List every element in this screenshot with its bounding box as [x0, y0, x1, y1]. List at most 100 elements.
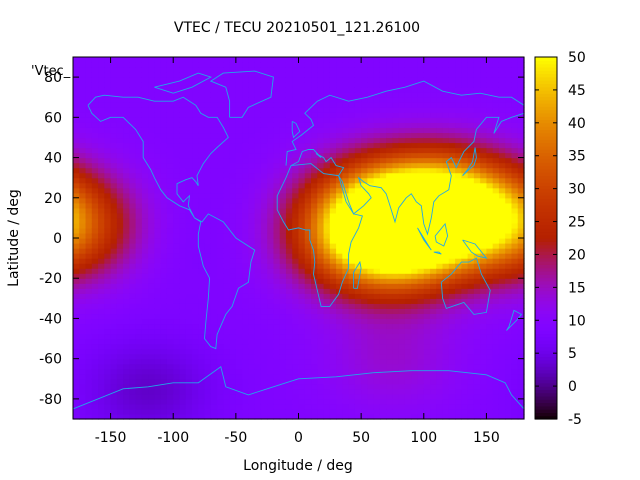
heatmap-cell: [254, 308, 262, 315]
heatmap-cell: [185, 142, 193, 149]
heatmap-cell: [392, 142, 400, 149]
heatmap-cell: [267, 102, 275, 108]
heatmap-cell: [336, 112, 343, 118]
heatmap-cell: [392, 212, 400, 219]
heatmap-cell: [267, 363, 275, 370]
heatmap-cell: [323, 67, 331, 73]
heatmap-cell: [267, 238, 275, 244]
heatmap-cell: [260, 177, 268, 184]
heatmap-cell: [123, 288, 130, 294]
heatmap-cell: [386, 142, 394, 149]
heatmap-cell: [486, 253, 494, 259]
heatmap-cell: [217, 197, 224, 204]
heatmap-cell: [317, 398, 325, 405]
heatmap-cell: [248, 137, 256, 144]
heatmap-cell: [354, 97, 362, 103]
heatmap-cell: [210, 338, 218, 345]
heatmap-cell: [204, 308, 212, 315]
heatmap-cell: [273, 77, 281, 83]
heatmap-cell: [436, 363, 444, 370]
heatmap-cell: [179, 157, 187, 164]
heatmap-cell: [129, 308, 137, 315]
heatmap-cell: [423, 253, 431, 259]
heatmap-cell: [229, 167, 237, 174]
heatmap-cell: [442, 147, 450, 154]
heatmap-cell: [285, 232, 293, 239]
heatmap-cell: [492, 217, 500, 224]
heatmap-cell: [298, 338, 306, 345]
heatmap-cell: [235, 167, 243, 174]
heatmap-cell: [455, 363, 462, 370]
heatmap-cell: [348, 227, 356, 234]
heatmap-cell: [298, 238, 306, 244]
heatmap-cell: [329, 238, 337, 244]
heatmap-cell: [91, 293, 99, 299]
heatmap-cell: [260, 248, 268, 254]
heatmap-cell: [204, 268, 212, 274]
heatmap-cell: [141, 62, 149, 68]
heatmap-cell: [311, 413, 318, 420]
heatmap-cell: [116, 238, 124, 244]
heatmap-cell: [354, 308, 362, 315]
heatmap-cell: [204, 162, 212, 169]
heatmap-cell: [442, 152, 450, 159]
heatmap-cell: [379, 72, 387, 78]
heatmap-cell: [398, 92, 406, 98]
heatmap-cell: [242, 333, 249, 340]
heatmap-cell: [348, 393, 356, 400]
heatmap-cell: [367, 348, 375, 355]
heatmap-cell: [260, 147, 268, 154]
heatmap-cell: [129, 152, 137, 159]
heatmap-cell: [285, 187, 293, 194]
heatmap-cell: [480, 358, 488, 365]
heatmap-cell: [379, 268, 387, 274]
heatmap-cell: [85, 57, 93, 63]
heatmap-cell: [423, 92, 431, 98]
heatmap-cell: [292, 388, 300, 395]
heatmap-cell: [160, 323, 168, 330]
heatmap-cell: [480, 77, 488, 83]
heatmap-cell: [217, 283, 224, 289]
heatmap-cell: [135, 102, 143, 108]
heatmap-cell: [467, 253, 475, 259]
heatmap-cell: [173, 62, 181, 68]
heatmap-cell: [386, 328, 394, 335]
heatmap-cell: [473, 137, 481, 144]
heatmap-cell: [179, 92, 187, 98]
heatmap-cell: [486, 318, 494, 325]
heatmap-cell: [304, 273, 312, 279]
heatmap-cell: [348, 187, 356, 194]
heatmap-cell: [160, 288, 168, 294]
heatmap-cell: [160, 57, 168, 63]
heatmap-cell: [267, 358, 275, 365]
heatmap-cell: [342, 107, 350, 113]
heatmap-cell: [173, 147, 181, 154]
heatmap-cell: [379, 232, 387, 239]
heatmap-cell: [254, 358, 262, 365]
heatmap-cell: [73, 132, 80, 139]
heatmap-cell: [361, 248, 368, 254]
heatmap-cell: [292, 413, 300, 420]
heatmap-cell: [486, 87, 494, 93]
heatmap-cell: [154, 117, 162, 123]
heatmap-cell: [411, 152, 419, 159]
heatmap-cell: [179, 217, 187, 224]
heatmap-cell: [192, 363, 199, 370]
heatmap-cell: [179, 112, 187, 118]
heatmap-cell: [279, 62, 287, 68]
heatmap-cell: [430, 303, 437, 309]
heatmap-cell: [148, 283, 156, 289]
heatmap-cell: [292, 248, 300, 254]
heatmap-cell: [392, 393, 400, 400]
heatmap-cell: [179, 308, 187, 315]
heatmap-cell: [91, 192, 99, 199]
heatmap-cell: [373, 268, 381, 274]
heatmap-cell: [473, 132, 481, 139]
heatmap-cell: [173, 172, 181, 179]
heatmap-cell: [254, 187, 262, 194]
heatmap-cell: [417, 273, 425, 279]
heatmap-cell: [204, 92, 212, 98]
heatmap-cell: [379, 393, 387, 400]
heatmap-cell: [260, 368, 268, 375]
heatmap-cell: [223, 383, 231, 390]
